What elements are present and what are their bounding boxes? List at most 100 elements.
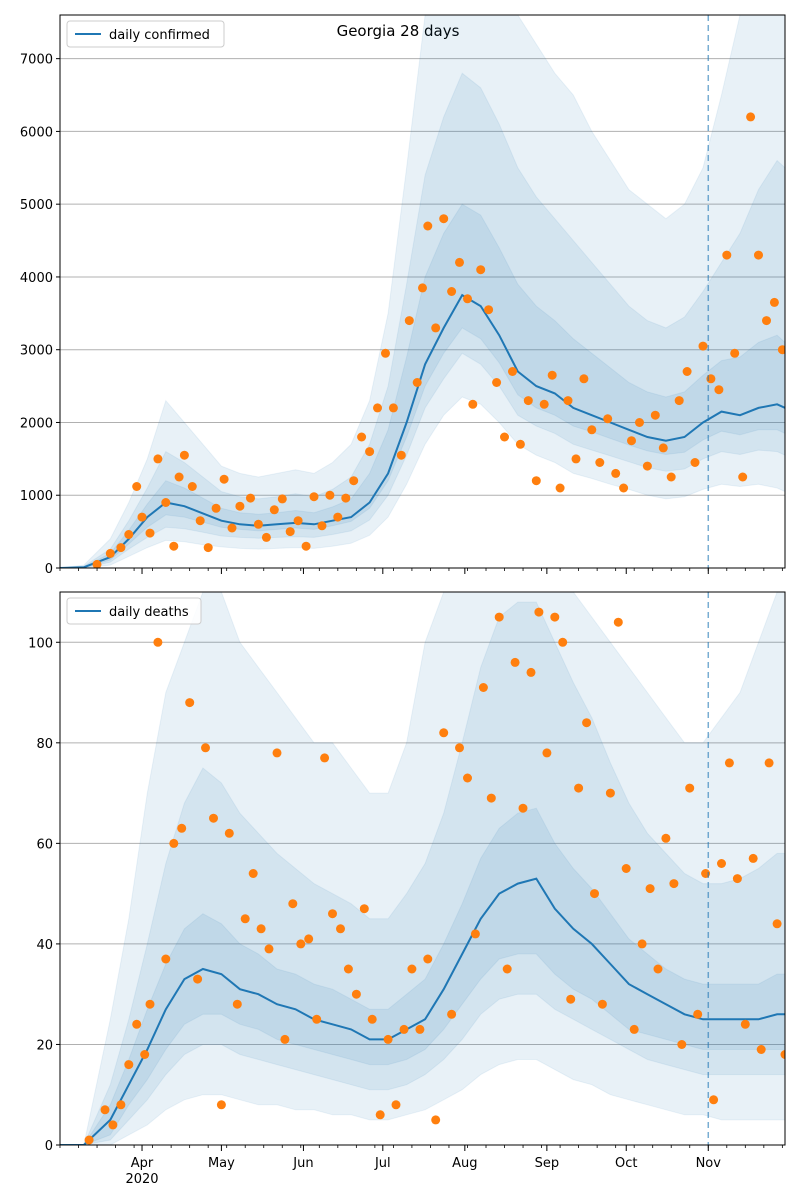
x-tick-label: Aug (452, 1156, 477, 1171)
x-tick-label: Jul (374, 1156, 391, 1171)
data-point (518, 803, 528, 813)
data-point (349, 476, 359, 486)
data-point (169, 541, 179, 551)
data-point (375, 1110, 385, 1120)
data-point (531, 476, 541, 486)
data-point (666, 472, 676, 482)
plot-area (60, 15, 785, 568)
data-point (132, 1019, 142, 1029)
data-point (642, 461, 652, 471)
y-tick-label: 0 (45, 562, 53, 577)
chart-title: Georgia 28 days (337, 22, 460, 40)
data-point (463, 773, 472, 783)
data-point (547, 370, 557, 380)
data-point (100, 1105, 110, 1115)
data-point (539, 399, 549, 409)
data-point (709, 1095, 719, 1105)
data-point (574, 783, 584, 793)
data-point (383, 1034, 393, 1044)
x-tick-label: Sep (535, 1156, 560, 1171)
y-tick-label: 0 (45, 1139, 53, 1154)
data-point (177, 823, 187, 833)
data-point (486, 793, 496, 803)
data-point (724, 758, 734, 768)
data-point (439, 214, 449, 224)
data-point (603, 414, 613, 424)
y-tick-label: 20 (36, 1038, 53, 1053)
data-point (470, 929, 480, 939)
data-point (235, 501, 245, 511)
y-tick-label: 100 (28, 636, 53, 651)
data-point (738, 472, 748, 482)
data-point (179, 450, 189, 460)
data-point (359, 904, 369, 914)
data-point (637, 939, 647, 949)
data-point (261, 532, 271, 542)
data-point (690, 458, 700, 467)
data-point (579, 374, 589, 384)
data-point (582, 718, 592, 728)
data-point (780, 1050, 785, 1059)
data-point (590, 889, 599, 899)
data-point (84, 1135, 94, 1145)
series-line-0 (60, 877, 785, 1145)
data-point (124, 1060, 134, 1070)
data-point (494, 612, 504, 622)
data-point (288, 899, 298, 909)
data-point (224, 828, 234, 838)
data-point (253, 519, 263, 529)
data-point (571, 454, 581, 464)
data-point (240, 914, 250, 924)
data-point (717, 859, 726, 868)
data-point (232, 999, 242, 1009)
data-point (455, 257, 464, 267)
data-point (246, 493, 255, 503)
data-point (515, 439, 525, 449)
data-point (762, 316, 771, 326)
data-point (502, 964, 512, 974)
x-year-label: 2020 (125, 1172, 158, 1187)
data-point (341, 493, 351, 503)
data-point (248, 869, 258, 878)
data-point (269, 505, 279, 515)
plot-area (60, 592, 785, 1145)
data-point (566, 994, 576, 1004)
data-point (108, 1120, 118, 1130)
x-tick-label: Jun (292, 1156, 313, 1171)
data-point (365, 447, 375, 457)
data-point (563, 396, 573, 406)
data-point (508, 367, 517, 376)
data-point (415, 1024, 425, 1034)
data-point (92, 559, 102, 568)
data-point (105, 548, 115, 558)
x-tick-label: Apr (131, 1156, 154, 1171)
data-point (304, 934, 314, 944)
data-point (193, 974, 203, 984)
data-point (312, 1014, 322, 1024)
y-tick-label: 2000 (20, 416, 53, 431)
data-point (280, 1034, 290, 1044)
data-point (476, 265, 486, 275)
data-point (595, 458, 605, 467)
data-point (116, 543, 126, 553)
data-point (195, 516, 205, 526)
data-point (542, 748, 552, 758)
data-point (132, 482, 142, 491)
data-point (635, 418, 644, 427)
panel-daily-confirmed: 0 1000 2000 3000 4000 5000 6000 7000 daily confi… (20, 14, 786, 577)
data-point (510, 657, 520, 667)
data-point (555, 483, 565, 493)
legend-label: daily confirmed (109, 28, 210, 43)
legend-label: daily deaths (109, 605, 189, 620)
data-point (661, 833, 671, 843)
data-point (769, 297, 779, 307)
data-point (296, 939, 306, 949)
x-tick-label: May (208, 1156, 235, 1171)
data-point (169, 838, 179, 848)
data-point (272, 748, 282, 758)
data-point (613, 617, 623, 627)
data-point (264, 944, 274, 954)
data-point (357, 432, 367, 442)
data-point (145, 999, 155, 1009)
data-point (367, 1014, 377, 1024)
